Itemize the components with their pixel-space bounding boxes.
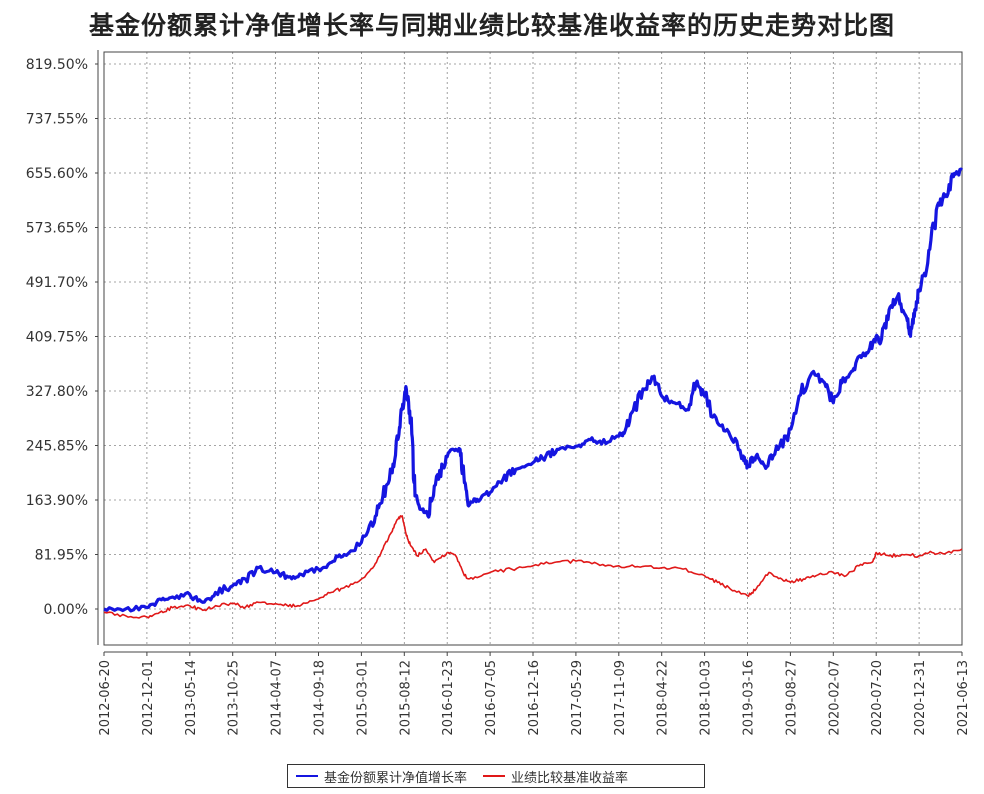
red-line-swatch-icon bbox=[483, 775, 506, 777]
x-tick-label: 2016-01-23 bbox=[441, 660, 456, 736]
benchmark-line bbox=[103, 515, 963, 619]
x-tick-label: 2020-02-07 bbox=[827, 660, 842, 736]
x-tick-label: 2013-10-25 bbox=[227, 660, 242, 736]
x-tick-label: 2012-12-01 bbox=[141, 660, 156, 736]
x-tick-label: 2017-05-29 bbox=[570, 660, 585, 736]
nav-growth-line bbox=[103, 167, 964, 613]
data-series bbox=[103, 167, 964, 619]
y-tick-label: 737.55% bbox=[26, 112, 88, 128]
x-tick-label: 2019-03-16 bbox=[742, 660, 757, 736]
y-tick-label: 0.00% bbox=[44, 602, 88, 618]
y-tick-label: 327.80% bbox=[26, 384, 88, 400]
blue-line-swatch-icon bbox=[296, 775, 318, 777]
x-tick-label: 2015-03-01 bbox=[355, 660, 370, 736]
x-tick-label: 2013-05-14 bbox=[184, 660, 199, 736]
x-tick-label: 2014-04-07 bbox=[270, 660, 285, 736]
chart-title: 基金份额累计净值增长率与同期业绩比较基准收益率的历史走势对比图 bbox=[88, 11, 895, 40]
x-tick-label: 2016-07-05 bbox=[484, 660, 499, 736]
y-axis-tick-labels: 0.00% 81.95% 163.90% 245.85% 327.80% 409.75% 4… bbox=[26, 57, 88, 618]
chart-legend: 基金份额累计净值增长率 业绩比较基准收益率 bbox=[287, 764, 705, 788]
x-tick-label: 2020-07-20 bbox=[870, 660, 885, 736]
x-tick-label: 2015-08-12 bbox=[398, 660, 413, 736]
legend-label-benchmark: 业绩比较基准收益率 bbox=[511, 770, 629, 786]
x-tick-label: 2017-11-09 bbox=[613, 660, 628, 736]
y-tick-label: 491.70% bbox=[26, 275, 88, 291]
legend-item-nav-growth: 基金份额累计净值增长率 bbox=[296, 767, 467, 786]
x-axis-tick-labels: 2012-06-20 2012-12-01 2013-05-14 2013-10-25… bbox=[98, 660, 971, 736]
y-tick-label: 573.65% bbox=[26, 221, 88, 237]
y-tick-label: 81.95% bbox=[35, 548, 88, 564]
y-tick-label: 245.85% bbox=[26, 439, 88, 455]
legend-label-nav-growth: 基金份额累计净值增长率 bbox=[324, 770, 468, 786]
y-tick-label: 409.75% bbox=[26, 330, 88, 346]
x-tick-label: 2012-06-20 bbox=[98, 660, 113, 736]
x-tick-label: 2016-12-16 bbox=[527, 660, 542, 736]
grid-lines bbox=[104, 52, 962, 645]
x-tick-label: 2018-04-22 bbox=[656, 660, 671, 736]
y-tick-label: 819.50% bbox=[26, 57, 88, 73]
y-tick-label: 655.60% bbox=[26, 166, 88, 182]
legend-item-benchmark: 业绩比较基准收益率 bbox=[483, 767, 628, 786]
x-tick-label: 2018-10-03 bbox=[699, 660, 714, 736]
x-tick-label: 2021-06-13 bbox=[956, 660, 971, 736]
axes bbox=[95, 50, 963, 656]
y-tick-label: 163.90% bbox=[26, 493, 88, 509]
x-tick-label: 2014-09-18 bbox=[313, 660, 328, 736]
x-tick-label: 2019-08-27 bbox=[784, 660, 799, 736]
x-tick-label: 2020-12-31 bbox=[913, 660, 928, 736]
